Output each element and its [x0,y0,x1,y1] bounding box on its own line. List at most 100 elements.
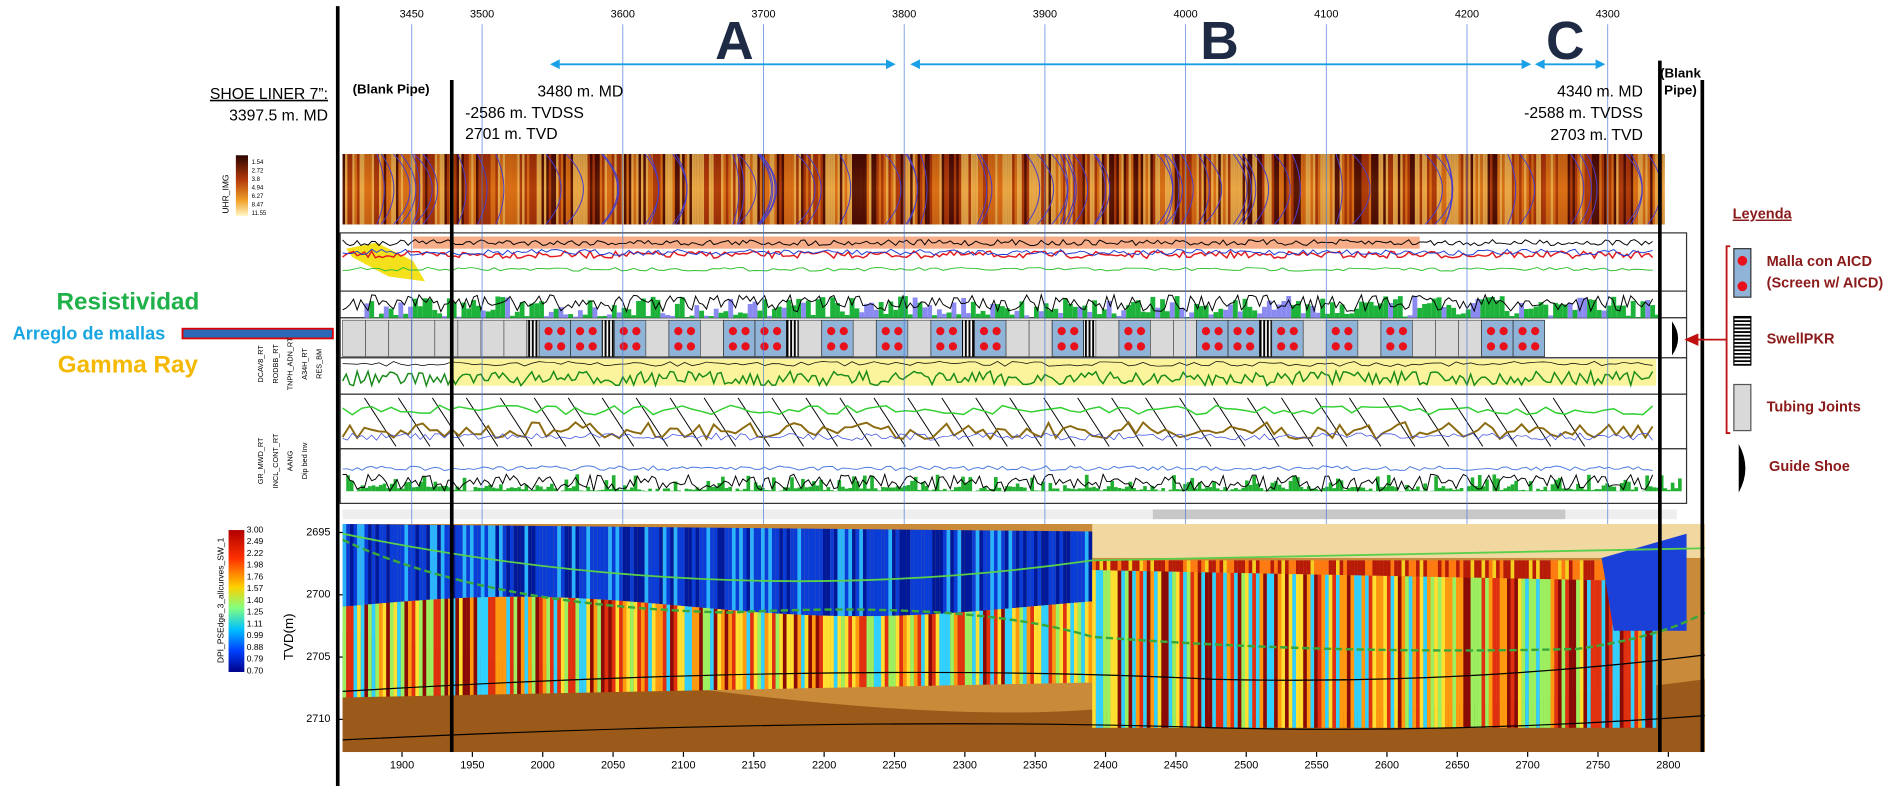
image-stripe [343,154,345,224]
aicd-dot [936,327,944,335]
section-stripe-low [1321,560,1325,574]
section-stripe-high [1045,605,1049,683]
section-stripe-high [1172,572,1176,728]
section-stripe-low [1500,560,1504,578]
image-stripe [1272,154,1274,224]
dip-fill [619,490,623,491]
section-stripe-high [434,599,438,695]
x-tick-label: 2450 [1164,759,1188,771]
section-stripe-low [1230,560,1234,572]
dip-fill [1300,487,1304,491]
screen-aicd [755,320,787,356]
section-stripe-high [1132,571,1136,728]
section-stripe-low [1070,531,1074,603]
section-stripe-low [1485,560,1489,578]
image-stripe [1279,154,1281,224]
resistivity-fill [1262,307,1267,318]
image-stripe [1328,154,1330,224]
image-stripe [525,154,527,224]
resistivity-fill [704,316,709,318]
section-stripe-high [1500,578,1504,728]
image-stripe [1655,154,1657,224]
image-stripe [796,154,798,224]
resistivity-fill [690,316,695,318]
section-stripe-high [557,597,561,693]
image-stripe [367,154,369,224]
section-stripe-high [979,611,983,685]
dip-fill [1522,490,1526,491]
section-stripe-low [619,527,623,601]
start-tvd: 2701 m. TVD [465,126,558,143]
section-stripe-low [583,526,587,598]
dip-fill [928,490,932,491]
section-stripe-low [1067,531,1071,603]
image-stripe [808,154,810,224]
dip-fill [474,487,478,491]
section-stripe-high [539,597,543,694]
section-stripe-low [608,527,612,600]
section-stripe-low [776,528,780,613]
dip-fill [794,488,798,491]
image-stripe [1155,154,1157,224]
dip-fill [630,488,634,492]
image-stripe [998,154,1000,224]
dip-fill [539,487,543,492]
resistivity-fill [1345,314,1350,318]
section-stripe-high [939,614,943,686]
image-stripe [454,154,456,224]
image-stripe [350,154,352,224]
start-tvdss: -2586 m. TVDSS [465,105,584,122]
section-stripe-high [1456,577,1460,727]
resistivity-fill [1155,308,1160,318]
section-stripe-high [1245,573,1249,728]
section-stripe-high [1431,577,1435,728]
resistivity-fill [816,299,821,318]
section-stripe-high [1423,577,1427,728]
image-stripe [1480,154,1482,224]
dip-fill [1125,487,1129,492]
section-stripe-low [1492,560,1496,578]
section-stripe-low [426,525,430,600]
section-stripe-high [579,598,583,692]
section-stripe-high [1329,575,1333,728]
section-stripe-high [368,604,372,697]
image-stripe [728,154,730,224]
section-stripe-low [790,528,794,614]
section-stripe-low [1369,560,1373,575]
image-stripe [1022,154,1024,224]
gamma-ray-label: Gamma Ray [58,352,199,379]
section-stripe-low [681,527,685,606]
section-stripe-high [1285,574,1289,728]
arrow-box [182,329,332,339]
section-stripe-low [1554,560,1558,579]
tubing-joint [1412,320,1435,356]
dip-fill [666,488,670,491]
resistivity-fill [1209,314,1214,317]
resistivity-fill [1015,311,1020,318]
image-stripe [1378,154,1380,224]
section-stripe-low [1467,560,1471,577]
image-stripe [704,154,706,224]
section-stripe-low [532,526,536,597]
dip-fill [950,490,954,491]
section-stripe-high [1354,575,1358,727]
image-stripe [1150,154,1152,224]
section-stripe-high [426,600,430,696]
section-stripe-high [688,607,692,691]
section-stripe-low [1129,560,1133,570]
dip-fill [1118,488,1122,491]
image-stripe [1051,154,1053,224]
image-stripe [602,154,604,224]
image-stripe [374,154,376,224]
section-stripe-low [990,530,994,609]
x-tick-label: 2400 [1093,759,1117,771]
tubing-joint [1173,320,1196,356]
section-stripe-low [390,524,394,602]
aicd-dot [1277,342,1285,350]
dip-fill [1664,488,1668,491]
section-stripe-high [554,597,558,693]
section-stripe-low [648,527,652,603]
legend-dot [1738,281,1748,291]
section-stripe-low [1329,560,1333,574]
aicd-dot [1233,327,1241,335]
